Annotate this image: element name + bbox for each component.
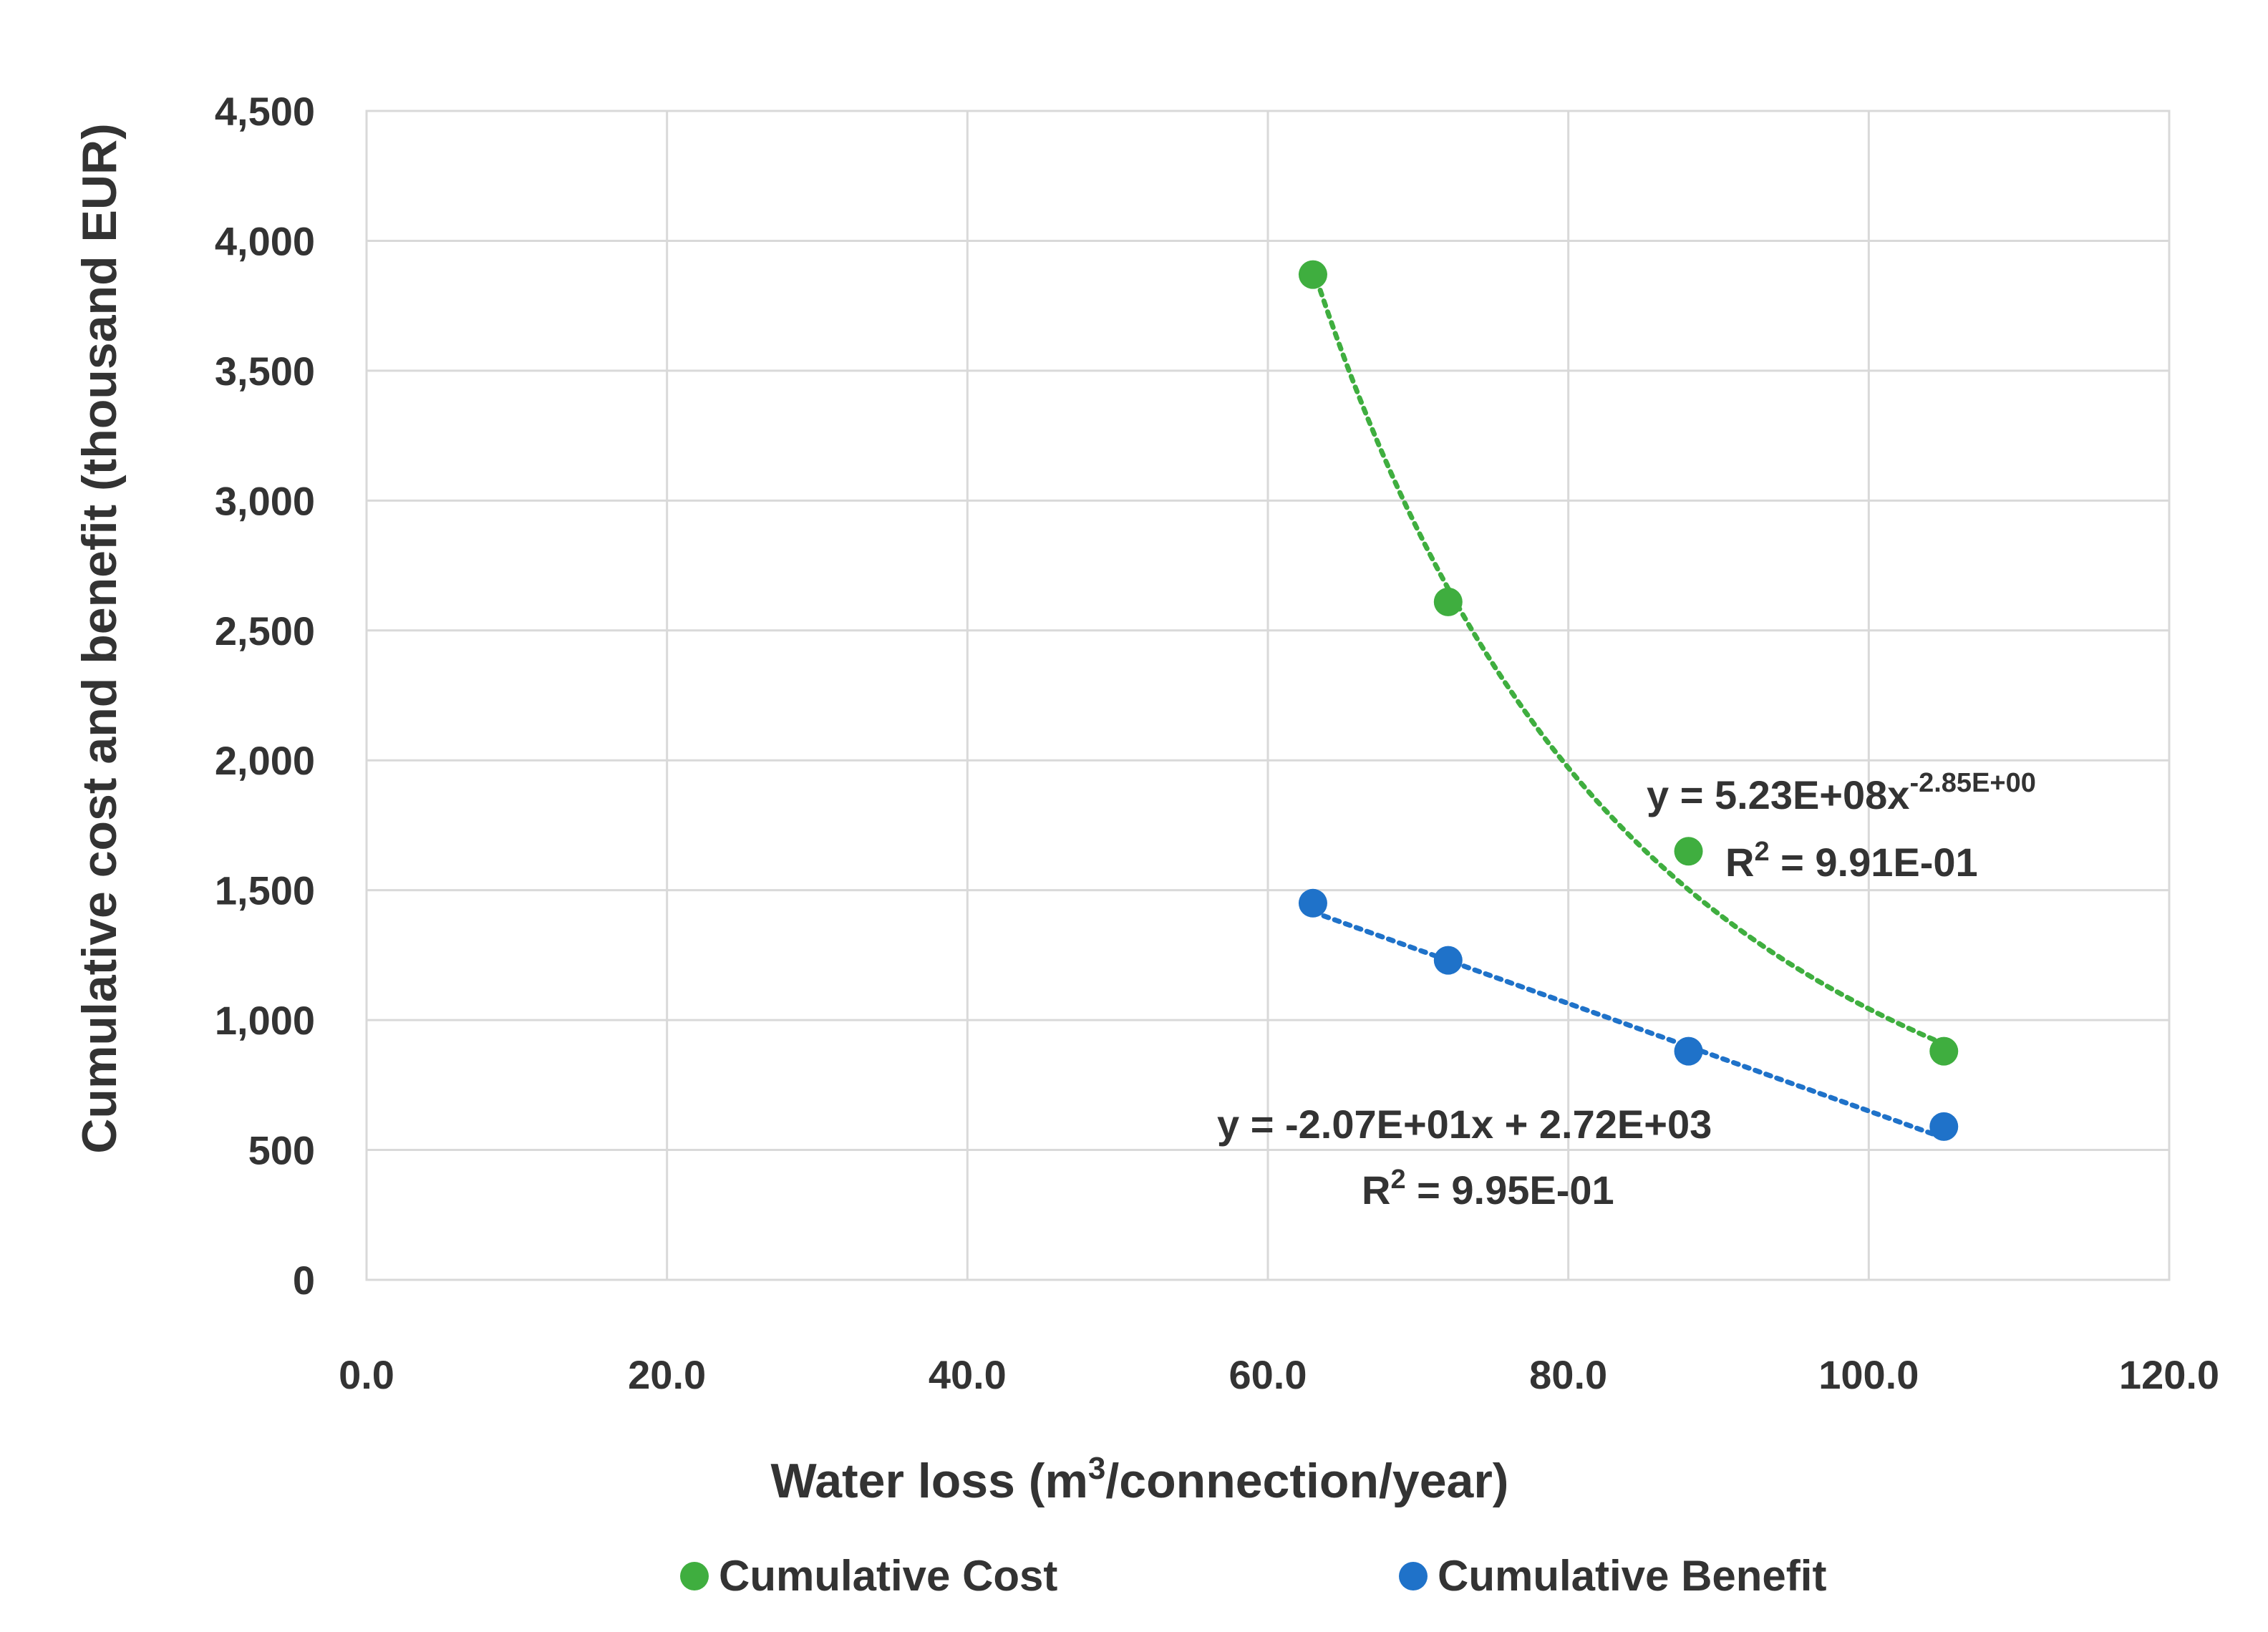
y-axis-ticks: 0 500 1,000 1,500 2,000 2,500 3,000 3,500 4,000 4…: [215, 89, 315, 1303]
y-tick-label: 0: [293, 1258, 315, 1303]
x-tick-label: 60.0: [1229, 1352, 1307, 1397]
benefit-data-point: [1433, 946, 1463, 975]
y-tick-label: 3,500: [215, 349, 315, 394]
r2-value: = 9.95E-01: [1406, 1167, 1614, 1213]
r2-superscript: 2: [1754, 837, 1769, 867]
y-tick-label: 3,000: [215, 478, 315, 523]
y-tick-label: 4,500: [215, 89, 315, 134]
x-tick-label: 0.0: [339, 1352, 394, 1397]
cost-data-point: [1433, 587, 1463, 616]
benefit-trendline-r2: R2 = 9.95E-01: [1362, 1165, 1614, 1213]
r2-label: R: [1725, 840, 1754, 885]
y-tick-label: 2,500: [215, 608, 315, 654]
x-tick-label: 120.0: [2119, 1352, 2219, 1397]
legend-label-cumulative-cost: Cumulative Cost: [719, 1552, 1057, 1600]
cost-data-point: [1298, 260, 1327, 289]
x-axis-title: Water loss (m3/connection/year): [771, 1451, 1509, 1508]
cost-trendline-equation: y = 5.23E+08x-2.85E+00: [1647, 768, 2036, 817]
y-tick-label: 4,000: [215, 218, 315, 263]
benefit-data-point: [1298, 888, 1327, 918]
y-tick-label: 1,000: [215, 998, 315, 1043]
r2-label: R: [1362, 1167, 1390, 1213]
x-axis-ticks: 0.0 20.0 40.0 60.0 80.0 100.0 120.0: [339, 1352, 2219, 1397]
x-tick-label: 100.0: [1818, 1352, 1919, 1397]
trendlines: [1310, 266, 1947, 1141]
x-tick-label: 20.0: [628, 1352, 706, 1397]
benefit-data-point: [1929, 1112, 1959, 1141]
equation-main: y = 5.23E+08x: [1647, 772, 1909, 817]
equation-exponent: -2.85E+00: [1909, 768, 2035, 798]
x-tick-label: 40.0: [929, 1352, 1007, 1397]
benefit-data-point: [1674, 1036, 1703, 1066]
cost-data-point: [1674, 837, 1703, 866]
cost-trendline: [1310, 266, 1947, 1046]
y-tick-label: 1,500: [215, 868, 315, 913]
x-axis-title-part: /connection/year): [1105, 1454, 1508, 1508]
legend: Cumulative Cost Cumulative Benefit: [680, 1552, 1826, 1600]
equation-main: y = -2.07E+01x + 2.72E+03: [1217, 1102, 1712, 1147]
r2-value: = 9.91E-01: [1770, 840, 1978, 885]
plot-area-frame: [365, 110, 2171, 1281]
x-axis-title-part: Water loss (m: [771, 1454, 1088, 1508]
y-tick-label: 500: [248, 1128, 315, 1173]
legend-label-cumulative-benefit: Cumulative Benefit: [1438, 1552, 1826, 1600]
benefit-trendline-equation: y = -2.07E+01x + 2.72E+03: [1217, 1102, 1712, 1147]
r2-superscript: 2: [1390, 1165, 1405, 1195]
cost-data-point: [1929, 1036, 1959, 1066]
y-tick-label: 2,000: [215, 738, 315, 783]
x-axis-title-superscript: 3: [1088, 1451, 1105, 1486]
benefit-trendline: [1310, 909, 1947, 1141]
y-axis-title: Cumulative cost and benefit (thousand EU…: [72, 123, 127, 1153]
data-points: [1298, 260, 1959, 1141]
cost-trendline-r2: R2 = 9.91E-01: [1725, 837, 1978, 885]
legend-marker-cumulative-benefit: [1399, 1562, 1428, 1590]
x-tick-label: 80.0: [1529, 1352, 1607, 1397]
legend-marker-cumulative-cost: [680, 1562, 709, 1590]
